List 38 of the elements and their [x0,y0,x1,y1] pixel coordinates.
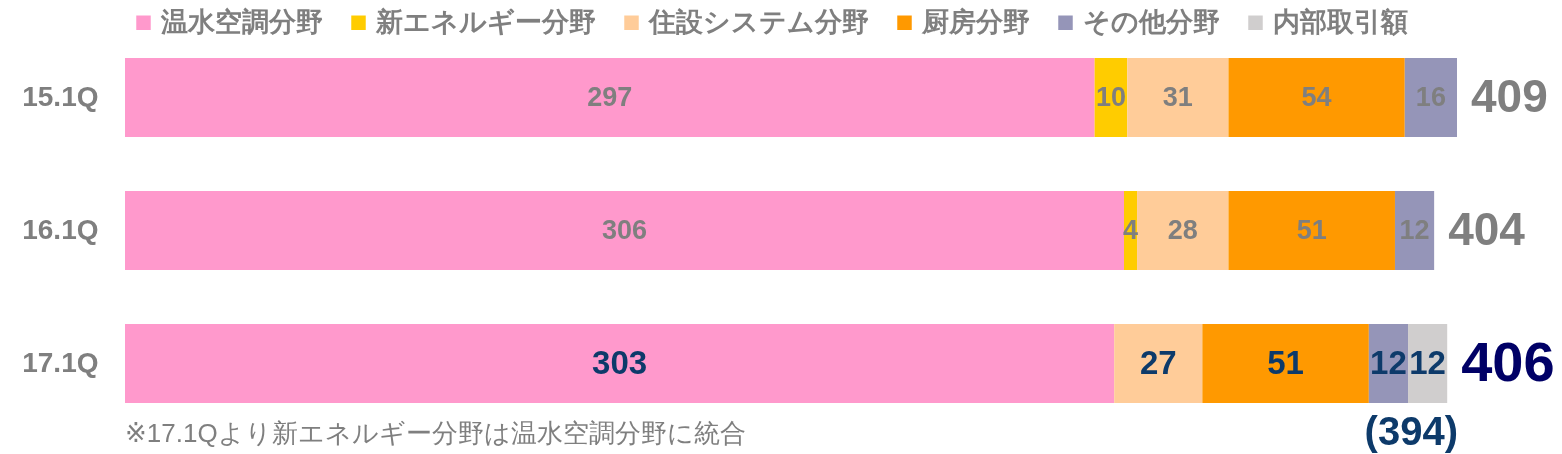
annotation: ※17.1Qより新エネルギー分野は温水空調分野に統合 [125,418,746,448]
data-label: 12 [1370,343,1407,381]
bar [1114,324,1203,403]
bar [1228,58,1405,137]
bar [1127,58,1229,137]
y-tick-label: 15.1Q [22,80,99,112]
data-label: 303 [592,343,648,381]
data-label: 16 [1415,81,1446,112]
y-tick-label: 17.1Q [22,346,99,378]
bar [125,191,1124,270]
legend-label: 内部取引額 [1273,6,1408,37]
bar [125,58,1095,137]
bar [1137,191,1229,270]
bar [125,324,1115,403]
total-label: 409 [1471,69,1548,122]
total-label: 404 [1448,202,1526,255]
legend-label: その他分野 [1083,6,1220,37]
data-label: 12 [1399,214,1430,245]
y-tick-label: 16.1Q [22,213,99,245]
data-label: 28 [1167,214,1198,245]
bar [1404,58,1457,137]
data-label: 10 [1095,81,1126,112]
legend-label: 新エネルギー分野 [375,6,596,37]
data-label: 54 [1301,81,1332,112]
data-label: 51 [1267,343,1304,381]
data-label: 306 [601,214,648,245]
annotation: (394) [1364,409,1458,453]
data-label: 297 [587,81,633,112]
bar [1202,324,1369,403]
bar [1228,191,1395,270]
legend-label: 住設システム分野 [648,6,869,37]
total-label: 406 [1461,329,1555,393]
data-label: 51 [1296,214,1327,245]
legend-label: 厨房分野 [921,6,1030,37]
legend-label: 温水空調分野 [160,6,323,37]
data-label: 12 [1409,343,1446,381]
data-label: 27 [1139,343,1177,381]
data-label: 31 [1162,81,1193,112]
